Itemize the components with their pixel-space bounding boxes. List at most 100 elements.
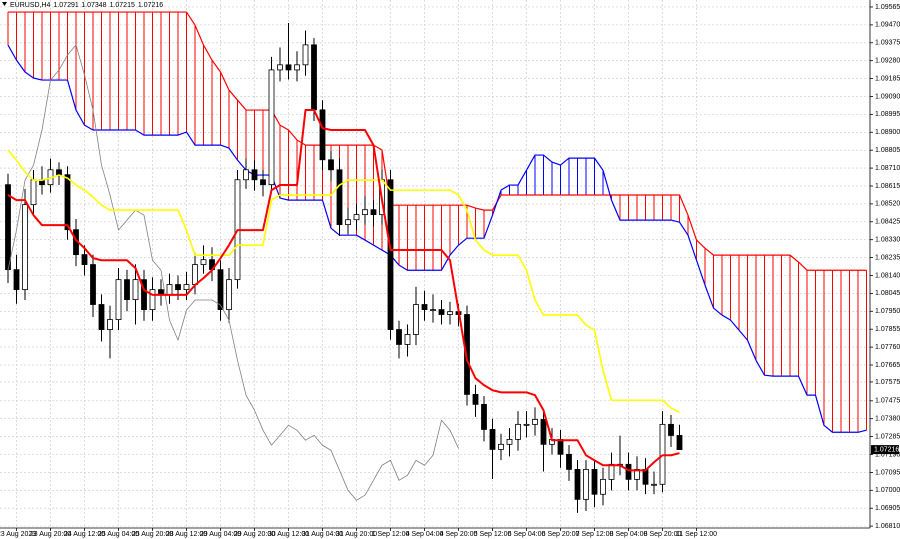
candle-body	[175, 284, 181, 291]
last-price-box	[871, 445, 899, 455]
candle-body	[183, 284, 190, 291]
y-tick-label: 1.07475	[875, 398, 900, 405]
candle-body	[676, 435, 683, 451]
y-tick-label: 1.08900	[875, 129, 900, 136]
y-tick-label: 1.08140	[875, 272, 900, 279]
y-tick-label: 1.07575	[875, 379, 900, 386]
y-tick-label: 1.07380	[875, 416, 900, 423]
x-tick-label: 7 Sep 12:00	[576, 531, 614, 538]
x-tick-label: 23 Aug 2023	[0, 531, 36, 538]
candle-body	[532, 419, 538, 425]
x-tick-label: 11 Sep 12:00	[676, 531, 717, 538]
candle-body	[540, 419, 547, 445]
candle-body	[557, 439, 564, 455]
candle-body	[115, 279, 122, 320]
candle-body	[268, 69, 275, 186]
x-tick-label: 8 Sep 04:00	[610, 531, 648, 538]
candle-body	[200, 259, 207, 265]
indicator-lines	[7, 44, 680, 501]
candle-body	[13, 269, 20, 291]
candle-body	[430, 309, 436, 312]
y-tick-label: 1.07285	[875, 433, 900, 440]
y-tick-label: 1.08520	[875, 201, 900, 208]
x-tick-label: 24 Aug 12:00	[64, 531, 105, 538]
header-icon	[2, 2, 7, 6]
candle-body	[600, 478, 606, 495]
x-tick-label: 28 Aug 12:00	[166, 531, 207, 538]
candle-body	[90, 264, 96, 305]
kijun-line	[7, 149, 680, 414]
candle-body	[285, 64, 292, 71]
x-tick-label: 31 Aug 04:00	[302, 531, 343, 538]
y-tick-label: 1.09565	[875, 4, 900, 11]
senkou_b-line	[7, 44, 867, 433]
candle-body	[64, 174, 71, 231]
y-tick-label: 1.08710	[875, 165, 900, 172]
last-price-label: 1.07216	[874, 446, 899, 453]
candle-body	[319, 109, 326, 161]
candle-body	[362, 209, 368, 216]
candle-body	[243, 169, 249, 181]
y-tick-label: 1.09375	[875, 40, 900, 47]
candle-body	[523, 423, 530, 426]
x-tick-label: 29 Aug 04:00	[200, 531, 241, 538]
y-tick-label: 1.07665	[875, 362, 900, 369]
y-tick-label: 1.08235	[875, 254, 900, 261]
candle-body	[396, 329, 402, 345]
candle-body	[608, 463, 615, 480]
candle-body	[107, 319, 113, 330]
x-tick-label: 8 Sep 20:00	[644, 531, 682, 538]
y-tick-label: 1.08805	[875, 147, 900, 154]
candle-body	[166, 284, 173, 295]
x-tick-label: 30 Aug 12:00	[268, 531, 309, 538]
candle-body	[311, 44, 317, 111]
x-tick-label: 23 Aug 20:00	[30, 531, 71, 538]
candle-body	[387, 179, 394, 330]
y-tick-label: 1.07760	[875, 344, 900, 351]
last-high: 1.07348	[81, 2, 106, 9]
y-tick-label: 1.06810	[875, 523, 900, 530]
candle-body	[625, 463, 632, 480]
candle-body	[56, 169, 62, 176]
candle-body	[447, 311, 453, 315]
candle-body	[22, 204, 28, 291]
y-tick-label: 1.07000	[875, 487, 900, 494]
x-tick-label: 1 Sep 12:00	[372, 531, 410, 538]
y-tick-label: 1.08995	[875, 111, 900, 118]
candle-body	[277, 64, 283, 71]
candle-body	[226, 279, 232, 311]
ichimoku-cloud	[7, 11, 867, 433]
y-tick-label: 1.07950	[875, 308, 900, 315]
last-low: 1.07215	[110, 2, 135, 9]
candle-body	[481, 403, 487, 430]
x-tick-label: 29 Aug 20:00	[234, 531, 275, 538]
candle-body	[30, 179, 37, 206]
candle-body	[404, 334, 411, 345]
y-tick-label: 1.09090	[875, 93, 900, 100]
candle-body	[124, 279, 130, 301]
y-tick-label: 1.08425	[875, 219, 900, 226]
candle-body	[591, 468, 598, 495]
y-tick-label: 1.09185	[875, 75, 900, 82]
candle-body	[336, 169, 343, 226]
candle-body	[158, 289, 164, 295]
last-close: 1.07216	[138, 2, 163, 9]
y-tick-label: 1.08330	[875, 237, 900, 244]
y-tick-label: 1.08045	[875, 290, 900, 297]
y-tick-label: 1.08615	[875, 183, 900, 190]
y-tick-label: 1.07190	[875, 451, 900, 458]
senkou_a-line	[8, 11, 867, 271]
candle-body	[370, 209, 377, 216]
candle-body	[5, 184, 11, 271]
candle-body	[98, 304, 105, 330]
candle-body	[251, 169, 258, 181]
y-tick-label: 1.07855	[875, 326, 900, 333]
candle-body	[217, 269, 224, 311]
x-tick-label: 25 Aug 20:00	[132, 531, 173, 538]
candle-body	[192, 264, 198, 285]
candle-body	[302, 44, 309, 66]
y-tick-label: 1.07095	[875, 469, 900, 476]
candle-body	[472, 393, 479, 405]
